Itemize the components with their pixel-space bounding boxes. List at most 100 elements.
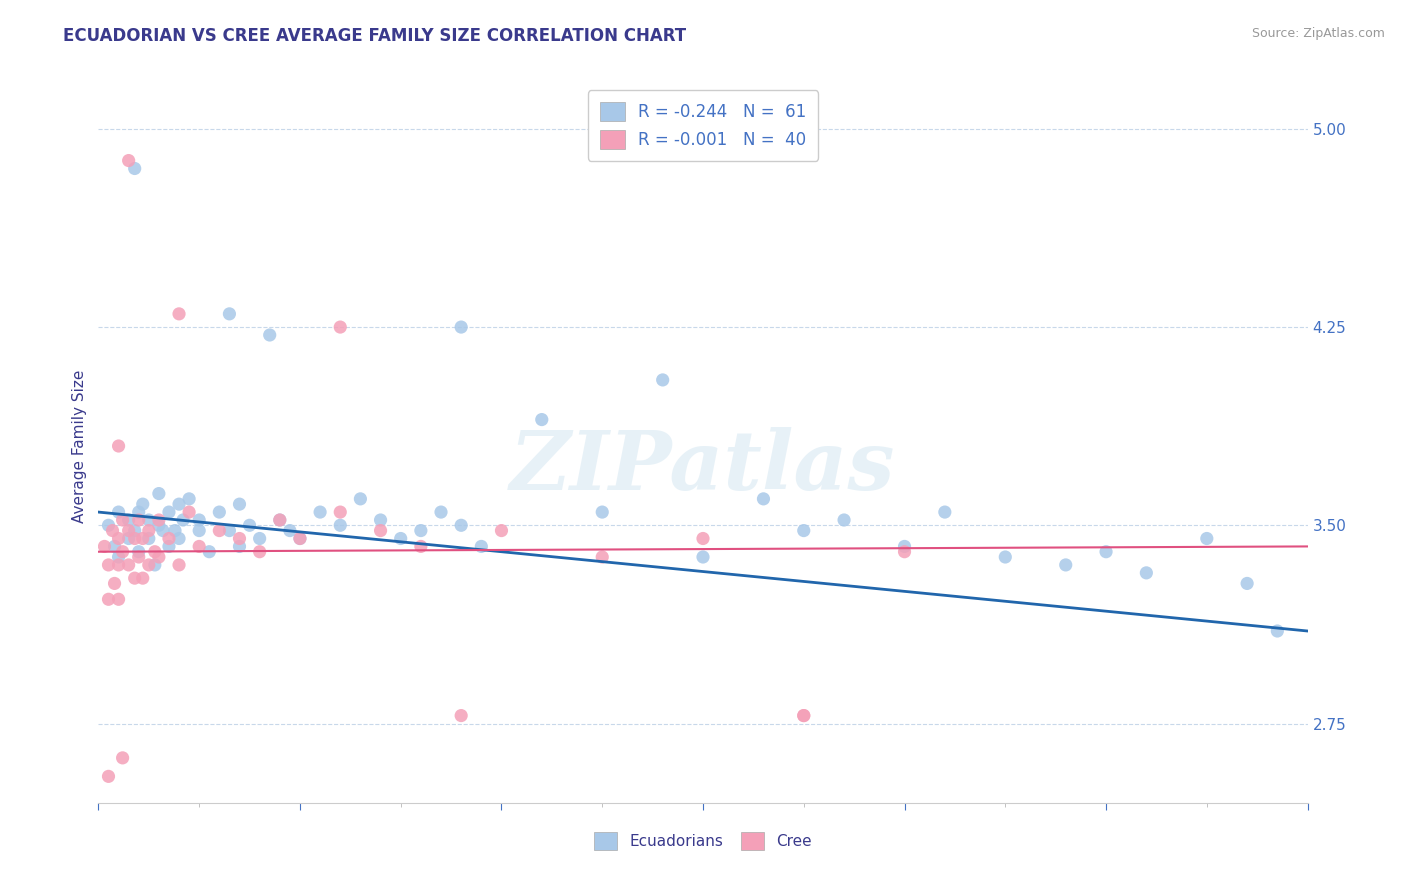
Point bbox=[208, 505, 231, 519]
Point bbox=[157, 540, 180, 554]
Point bbox=[228, 540, 250, 554]
Point bbox=[93, 540, 115, 554]
Point bbox=[409, 524, 432, 538]
Point bbox=[167, 497, 190, 511]
Point bbox=[138, 532, 160, 546]
Point bbox=[118, 524, 141, 538]
Point bbox=[172, 513, 194, 527]
Point bbox=[994, 549, 1017, 564]
Point bbox=[370, 513, 392, 527]
Point bbox=[167, 558, 190, 572]
Point bbox=[128, 505, 150, 519]
Point bbox=[132, 571, 155, 585]
Point bbox=[259, 328, 281, 343]
Point bbox=[1135, 566, 1157, 580]
Text: Source: ZipAtlas.com: Source: ZipAtlas.com bbox=[1251, 27, 1385, 40]
Point bbox=[97, 592, 120, 607]
Point bbox=[389, 532, 412, 546]
Point bbox=[591, 505, 613, 519]
Point bbox=[228, 532, 250, 546]
Point bbox=[118, 153, 141, 168]
Point bbox=[188, 540, 211, 554]
Point bbox=[167, 532, 190, 546]
Point bbox=[793, 708, 815, 723]
Point bbox=[107, 532, 129, 546]
Point bbox=[329, 518, 352, 533]
Y-axis label: Average Family Size: Average Family Size bbox=[72, 369, 87, 523]
Point bbox=[124, 161, 146, 176]
Point bbox=[148, 549, 170, 564]
Point bbox=[218, 307, 240, 321]
Point bbox=[179, 505, 201, 519]
Point bbox=[288, 532, 311, 546]
Point bbox=[124, 532, 146, 546]
Point bbox=[111, 545, 134, 559]
Point bbox=[179, 491, 201, 506]
Point bbox=[163, 524, 186, 538]
Point bbox=[97, 769, 120, 783]
Point bbox=[329, 320, 352, 334]
Point bbox=[450, 518, 472, 533]
Point bbox=[148, 518, 170, 533]
Point bbox=[228, 497, 250, 511]
Point bbox=[138, 558, 160, 572]
Point bbox=[249, 545, 271, 559]
Point bbox=[157, 505, 180, 519]
Point bbox=[101, 524, 124, 538]
Point bbox=[934, 505, 956, 519]
Point bbox=[107, 439, 129, 453]
Point bbox=[107, 558, 129, 572]
Point bbox=[148, 513, 170, 527]
Point bbox=[118, 558, 141, 572]
Point bbox=[430, 505, 453, 519]
Point bbox=[1054, 558, 1077, 572]
Point bbox=[832, 513, 855, 527]
Point bbox=[450, 320, 472, 334]
Point bbox=[651, 373, 673, 387]
Point bbox=[188, 513, 211, 527]
Point bbox=[1265, 624, 1288, 638]
Point bbox=[269, 513, 291, 527]
Point bbox=[143, 545, 166, 559]
Point bbox=[239, 518, 262, 533]
Point bbox=[97, 558, 120, 572]
Point bbox=[278, 524, 301, 538]
Point bbox=[530, 412, 553, 426]
Point bbox=[1095, 545, 1118, 559]
Point bbox=[491, 524, 513, 538]
Point bbox=[309, 505, 332, 519]
Point bbox=[128, 513, 150, 527]
Point bbox=[591, 549, 613, 564]
Point bbox=[893, 545, 915, 559]
Point bbox=[111, 513, 134, 527]
Point bbox=[118, 532, 141, 546]
Point bbox=[218, 524, 240, 538]
Text: ZIPatlas: ZIPatlas bbox=[510, 427, 896, 508]
Point bbox=[124, 524, 146, 538]
Point bbox=[128, 545, 150, 559]
Point bbox=[692, 532, 714, 546]
Point bbox=[409, 540, 432, 554]
Point bbox=[188, 524, 211, 538]
Point bbox=[103, 540, 125, 554]
Point bbox=[132, 532, 155, 546]
Point bbox=[107, 549, 129, 564]
Point bbox=[167, 307, 190, 321]
Point bbox=[97, 518, 120, 533]
Point bbox=[107, 592, 129, 607]
Point bbox=[470, 540, 492, 554]
Text: ECUADORIAN VS CREE AVERAGE FAMILY SIZE CORRELATION CHART: ECUADORIAN VS CREE AVERAGE FAMILY SIZE C… bbox=[63, 27, 686, 45]
Point bbox=[198, 545, 221, 559]
Point bbox=[138, 524, 160, 538]
Point bbox=[1236, 576, 1258, 591]
Point bbox=[752, 491, 775, 506]
Point bbox=[143, 558, 166, 572]
Point bbox=[118, 513, 141, 527]
Point bbox=[138, 513, 160, 527]
Point bbox=[329, 505, 352, 519]
Point bbox=[124, 571, 146, 585]
Point bbox=[148, 486, 170, 500]
Point bbox=[288, 532, 311, 546]
Point bbox=[370, 524, 392, 538]
Point bbox=[450, 708, 472, 723]
